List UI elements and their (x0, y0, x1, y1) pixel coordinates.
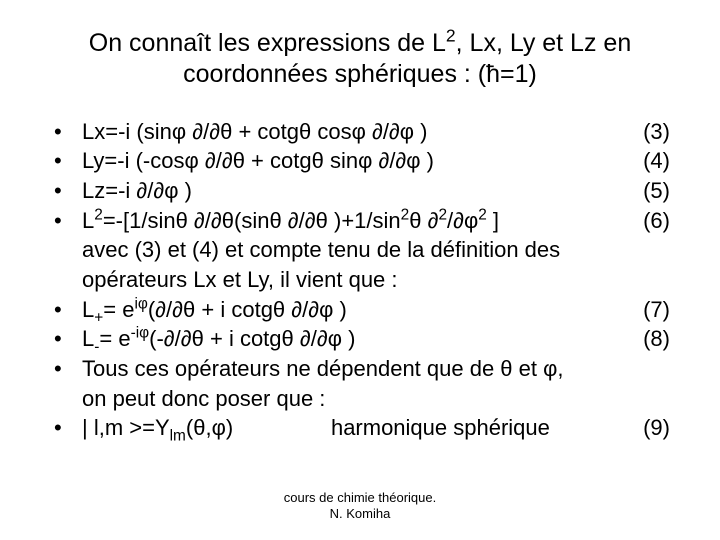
line-text: on peut donc poser que : (82, 384, 670, 414)
bullet-icon: • (50, 176, 82, 206)
bullet-icon: • (50, 354, 82, 384)
line: Tous ces opérateurs ne dépendent que de … (82, 354, 670, 384)
bullet-icon: • (50, 324, 82, 354)
line-text: Tous ces opérateurs ne dépendent que de … (82, 354, 670, 384)
line-text: | l,m >=Ylm(θ,φ) harmonique sphérique (82, 413, 635, 443)
list-item: •avec (3) et (4) et compte tenu de la dé… (50, 235, 670, 265)
bullet-icon: • (50, 413, 82, 443)
equation-number: (5) (635, 176, 670, 206)
list-item: • on peut donc poser que : (50, 384, 670, 414)
bullet-list: •Lx=-i (sinφ ∂/∂θ + cotgθ cosφ ∂/∂φ )(3)… (50, 117, 670, 444)
list-item: •L2=-[1/sinθ ∂/∂θ(sinθ ∂/∂θ )+1/sin2θ ∂2… (50, 206, 670, 236)
slide-footer: cours de chimie théorique. N. Komiha (0, 490, 720, 523)
slide: On connaît les expressions de L2, Lx, Ly… (0, 0, 720, 540)
line-text: Lz=-i ∂/∂φ ) (82, 176, 635, 206)
line: L-= e-iφ(-∂/∂θ + i cotgθ ∂/∂φ )(8) (82, 324, 670, 354)
equation-number: (7) (635, 295, 670, 325)
slide-title: On connaît les expressions de L2, Lx, Ly… (50, 28, 670, 91)
list-item: •Lz=-i ∂/∂φ )(5) (50, 176, 670, 206)
line: avec (3) et (4) et compte tenu de la déf… (82, 235, 670, 265)
line-text: L-= e-iφ(-∂/∂θ + i cotgθ ∂/∂φ ) (82, 324, 635, 354)
line-text: avec (3) et (4) et compte tenu de la déf… (82, 235, 670, 265)
line-text: Ly=-i (-cosφ ∂/∂θ + cotgθ sinφ ∂/∂φ ) (82, 146, 635, 176)
title-part2: coordonnées sphériques : (ħ=1) (183, 60, 537, 88)
footer-line2: N. Komiha (330, 506, 391, 521)
equation-number: (4) (635, 146, 670, 176)
line: L+= eiφ(∂/∂θ + i cotgθ ∂/∂φ )(7) (82, 295, 670, 325)
bullet-icon: • (50, 295, 82, 325)
list-item: •Tous ces opérateurs ne dépendent que de… (50, 354, 670, 384)
title-part1b: , Lx, Ly et Lz en (456, 29, 632, 57)
bullet-icon: • (50, 146, 82, 176)
line: opérateurs Lx et Ly, il vient que : (82, 265, 670, 295)
line: | l,m >=Ylm(θ,φ) harmonique sphérique(9) (82, 413, 670, 443)
slide-body: •Lx=-i (sinφ ∂/∂θ + cotgθ cosφ ∂/∂φ )(3)… (50, 117, 670, 444)
line-text: Lx=-i (sinφ ∂/∂θ + cotgθ cosφ ∂/∂φ ) (82, 117, 635, 147)
line-text: L+= eiφ(∂/∂θ + i cotgθ ∂/∂φ ) (82, 295, 635, 325)
line-text: L2=-[1/sinθ ∂/∂θ(sinθ ∂/∂θ )+1/sin2θ ∂2/… (82, 206, 635, 236)
line: Ly=-i (-cosφ ∂/∂θ + cotgθ sinφ ∂/∂φ )(4) (82, 146, 670, 176)
equation-number: (9) (635, 413, 670, 443)
line: Lx=-i (sinφ ∂/∂θ + cotgθ cosφ ∂/∂φ )(3) (82, 117, 670, 147)
line-text: opérateurs Lx et Ly, il vient que : (82, 265, 670, 295)
footer-line1: cours de chimie théorique. (284, 490, 436, 505)
bullet-icon: • (50, 117, 82, 147)
equation-number: (8) (635, 324, 670, 354)
list-item: •opérateurs Lx et Ly, il vient que : (50, 265, 670, 295)
line: on peut donc poser que : (82, 384, 670, 414)
title-sup: 2 (446, 26, 456, 46)
equation-number: (6) (635, 206, 670, 236)
list-item: •| l,m >=Ylm(θ,φ) harmonique sphérique(9… (50, 413, 670, 443)
line: Lz=-i ∂/∂φ )(5) (82, 176, 670, 206)
title-part1: On connaît les expressions de L (89, 29, 446, 57)
line: L2=-[1/sinθ ∂/∂θ(sinθ ∂/∂θ )+1/sin2θ ∂2/… (82, 206, 670, 236)
list-item: •Ly=-i (-cosφ ∂/∂θ + cotgθ sinφ ∂/∂φ )(4… (50, 146, 670, 176)
equation-number: (3) (635, 117, 670, 147)
list-item: •L+= eiφ(∂/∂θ + i cotgθ ∂/∂φ )(7) (50, 295, 670, 325)
bullet-icon: • (50, 206, 82, 236)
list-item: •L-= e-iφ(-∂/∂θ + i cotgθ ∂/∂φ )(8) (50, 324, 670, 354)
list-item: •Lx=-i (sinφ ∂/∂θ + cotgθ cosφ ∂/∂φ )(3) (50, 117, 670, 147)
